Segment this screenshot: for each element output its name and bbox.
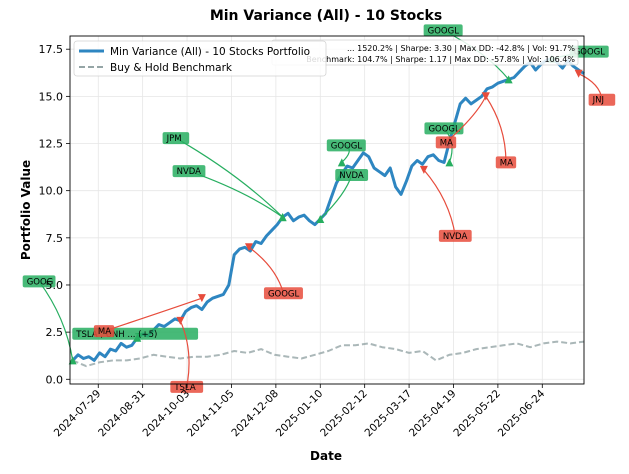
sell-arrow [103, 297, 203, 332]
buy-marker [278, 213, 287, 222]
buy-marker [316, 214, 325, 223]
buy-label: GOOGL [428, 26, 460, 36]
sell-marker [574, 69, 583, 78]
buy-label-box [423, 24, 463, 37]
buy-marker [445, 158, 454, 167]
sell-label: NVDA [443, 232, 468, 242]
buy-label-box [569, 45, 609, 58]
stats-line-benchmark: Benchmark: 104.7% | Sharpe: 1.17 | Max D… [306, 55, 575, 64]
legend: ... 1520.2% | Sharpe: 3.30 | Max DD: -42… [73, 39, 579, 77]
y-tick-label: 2.5 [46, 326, 64, 339]
buy-label: NVDA [177, 167, 202, 177]
sell-marker [244, 243, 253, 252]
sell-arrow [179, 320, 190, 387]
buy-label: GOOGL [331, 141, 363, 151]
sell-arrow [485, 96, 507, 163]
buy-label: GOOGL [574, 48, 606, 58]
buy-marker [133, 333, 142, 342]
buy-label: GOOGL [428, 124, 460, 134]
sell-label: TSLA [173, 383, 196, 393]
sell-label: JNJ [592, 96, 604, 106]
sell-label-box [438, 229, 472, 242]
buy-label-box [22, 275, 56, 288]
series-layer [71, 57, 585, 368]
buy-label: JPM [166, 134, 182, 144]
buy-arrow [38, 281, 74, 361]
legend-entry: Min Variance (All) - 10 Stocks Portfolio [110, 46, 310, 58]
annotation-layer: GOOG TSLA , UNH ... (+5) JPM NVDA NVDA GOOGL G… [22, 24, 616, 393]
chart-title: Min Variance (All) - 10 Stocks [210, 8, 442, 24]
y-axis-label: Portfolio Value [19, 160, 33, 260]
sell-label: MA [98, 327, 111, 337]
sell-arrow [248, 246, 285, 294]
buy-arrow [175, 137, 284, 218]
y-tick-label: 15.0 [39, 90, 64, 103]
buy-label-box [335, 168, 369, 181]
buy-label-box [424, 122, 464, 135]
sell-label-box [263, 287, 303, 300]
sell-label-box [588, 93, 616, 106]
y-tick-label: 17.5 [39, 43, 64, 56]
sell-label-box [435, 136, 457, 149]
sell-marker [176, 316, 185, 325]
sell-marker [481, 92, 490, 101]
stats-line-portfolio: ... 1520.2% | Sharpe: 3.30 | Max DD: -42… [347, 44, 575, 53]
portfolio-line [71, 57, 585, 362]
buy-marker [337, 158, 346, 167]
sell-label: GOOGL [268, 289, 300, 299]
y-tick-label: 12.5 [39, 138, 64, 151]
buy-marker [68, 356, 77, 365]
sell-label-box [93, 325, 115, 338]
y-tick-label: 7.5 [46, 232, 64, 245]
x-axis-label: Date [310, 449, 342, 463]
buy-label: GOOG [27, 277, 54, 287]
buy-label: NVDA [339, 171, 364, 181]
x-tick-label: 2025-06-24 [496, 387, 548, 439]
sell-marker [419, 165, 428, 174]
legend-entry: Buy & Hold Benchmark [110, 62, 233, 74]
buy-label-box [162, 132, 190, 145]
sell-label-box [495, 156, 517, 169]
buy-label: TSLA , UNH ... (+5) [75, 330, 157, 340]
buy-label-box [172, 165, 206, 178]
y-tick-label: 10.0 [39, 185, 64, 198]
legend-box [73, 40, 327, 77]
sell-label: MA [440, 138, 453, 148]
plot-frame [69, 35, 585, 385]
y-tick-label: 0.0 [46, 373, 64, 386]
sell-label: MA [500, 158, 513, 168]
buy-label-box [326, 139, 366, 152]
sell-arrow [423, 169, 456, 237]
buy-marker [504, 75, 513, 84]
sell-marker [197, 294, 206, 303]
benchmark-line [72, 340, 585, 368]
y-tick-label: 5.0 [46, 279, 64, 292]
